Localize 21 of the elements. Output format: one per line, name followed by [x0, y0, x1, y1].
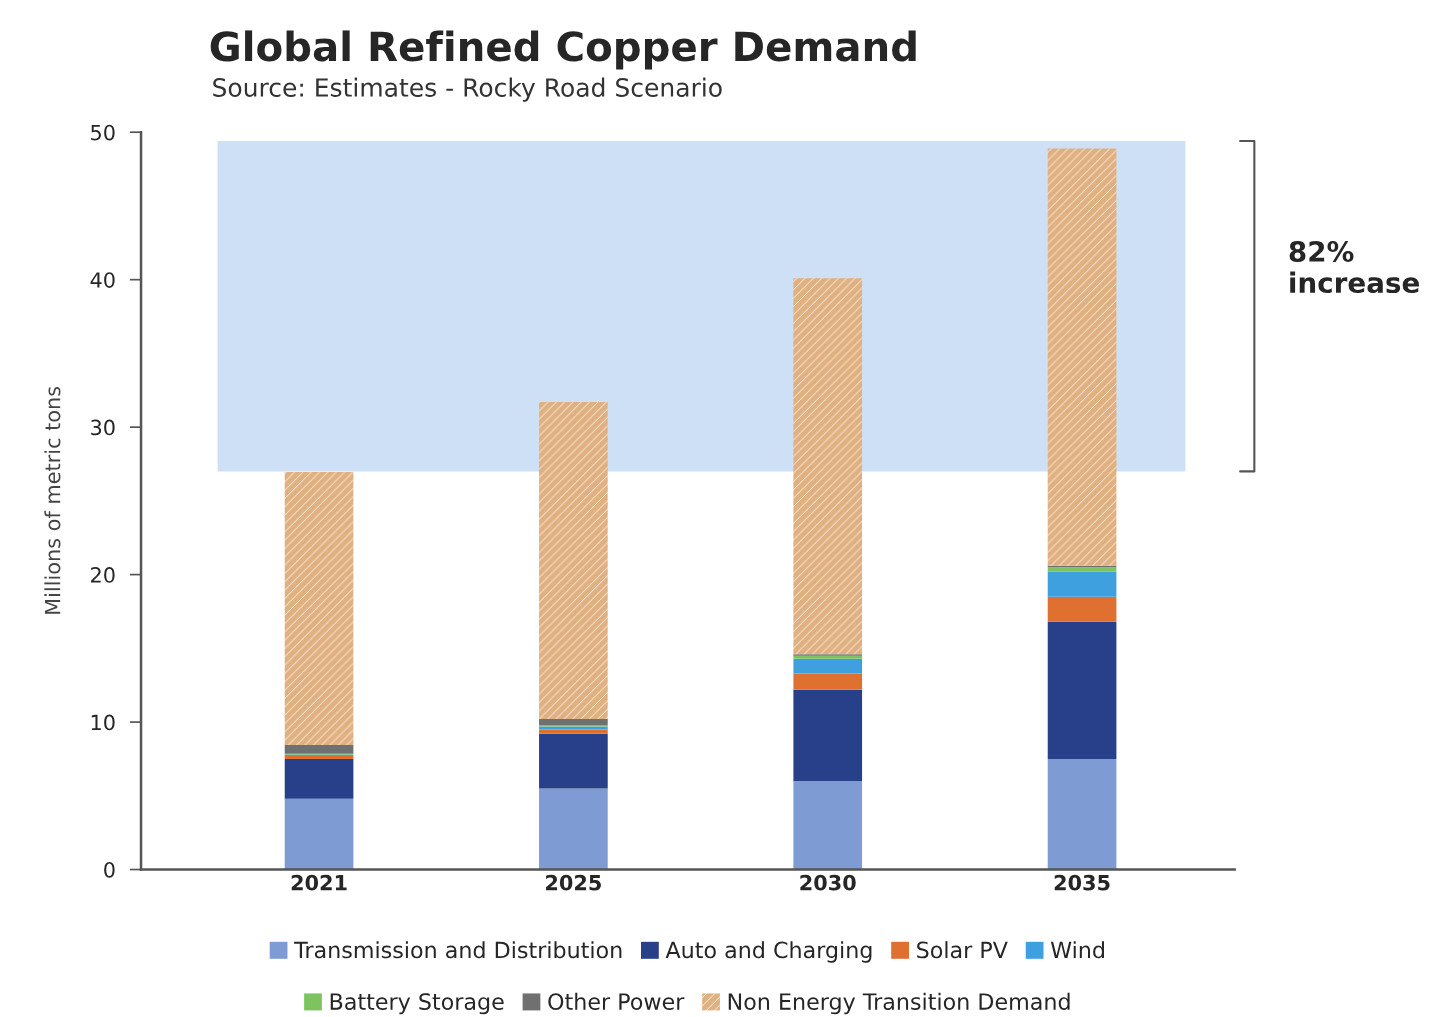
legend-label: Transmission and Distribution: [294, 941, 622, 959]
x-tick-label: 2030: [800, 874, 856, 891]
y-tick-label: 30: [91, 419, 115, 436]
y-tick-label: 40: [90, 272, 115, 288]
x-tick-label: 2035: [1054, 874, 1110, 891]
x-tick-label: 2021: [291, 874, 347, 891]
legend-label: Battery Storage: [330, 993, 504, 1015]
y-axis-title: Millions of metric tons: [44, 386, 61, 614]
legend-label: Solar PV: [917, 941, 1008, 959]
y-tick-label: 50: [91, 124, 115, 141]
legend-label: Non Energy Transition Demand: [728, 992, 1070, 1015]
chart-title: Global Refined Copper Demand: [210, 30, 916, 70]
text: 82% increase: [1289, 241, 1419, 294]
y-tick-label: 0: [104, 861, 115, 878]
chart-subtitle: Source: Estimates - Rocky Road Scenario: [213, 77, 722, 102]
legend-label: Wind: [1050, 941, 1104, 959]
y-tick-label: 20: [91, 567, 115, 583]
x-tick-label: 2025: [546, 874, 601, 891]
legend-label: Other Power: [548, 992, 685, 1010]
legend-label: Auto and Charging: [665, 941, 872, 963]
y-tick-label: 10: [91, 714, 115, 731]
